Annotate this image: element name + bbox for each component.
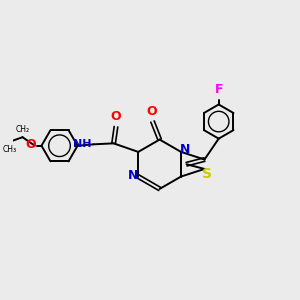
Text: S: S <box>202 167 212 181</box>
Text: CH₃: CH₃ <box>2 145 16 154</box>
Text: O: O <box>25 138 36 151</box>
Text: O: O <box>146 105 157 118</box>
Text: N: N <box>180 143 190 156</box>
Text: NH: NH <box>73 139 91 149</box>
Text: O: O <box>111 110 121 123</box>
Text: N: N <box>128 169 138 182</box>
Text: CH₂: CH₂ <box>16 125 30 134</box>
Text: F: F <box>214 83 223 96</box>
